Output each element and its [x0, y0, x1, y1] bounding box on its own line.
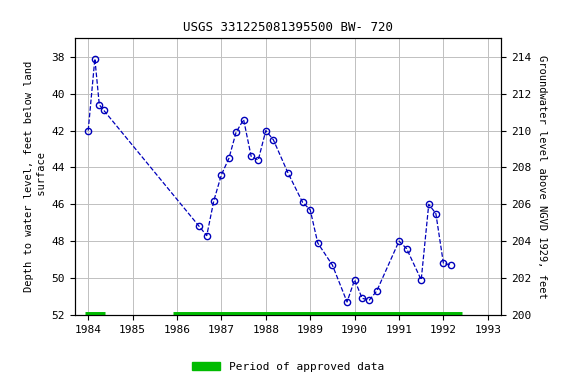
Y-axis label: Depth to water level, feet below land
 surface: Depth to water level, feet below land su… [24, 61, 47, 292]
Y-axis label: Groundwater level above NGVD 1929, feet: Groundwater level above NGVD 1929, feet [537, 55, 547, 298]
Title: USGS 331225081395500 BW- 720: USGS 331225081395500 BW- 720 [183, 22, 393, 35]
Legend: Period of approved data: Period of approved data [188, 358, 388, 377]
